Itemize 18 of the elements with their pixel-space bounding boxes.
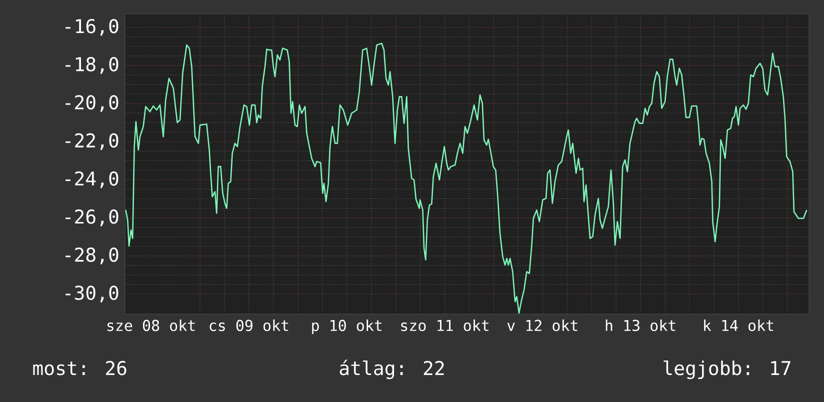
x-tick-label: k 14 okt (704, 320, 774, 332)
y-tick-label: -30,0 (66, 286, 118, 302)
text: átlag: 22 (340, 360, 444, 380)
y-tick-label: -20,0 (66, 95, 118, 112)
x-tick-label: cs 09 okt (210, 320, 288, 332)
x-tick-label: v 12 okt (507, 320, 578, 332)
y-tick-label: -26,0 (66, 209, 118, 226)
x-tick-label: sze 08 okt (107, 320, 195, 332)
text: legjobb: 17 (664, 360, 790, 380)
text: most: 26 (33, 360, 126, 376)
x-tick-label: p 10 okt (312, 320, 382, 334)
x-tick-label: h 13 okt (606, 320, 676, 332)
x-tick-label: szo 11 okt (401, 320, 488, 332)
y-tick-label: -18,0 (66, 57, 118, 74)
y-tick-label: -24,0 (66, 171, 118, 188)
y-tick-label: -28,0 (66, 248, 118, 264)
y-tick-label: -22,0 (66, 133, 118, 150)
y-tick-label: -16,0 (66, 18, 118, 36)
